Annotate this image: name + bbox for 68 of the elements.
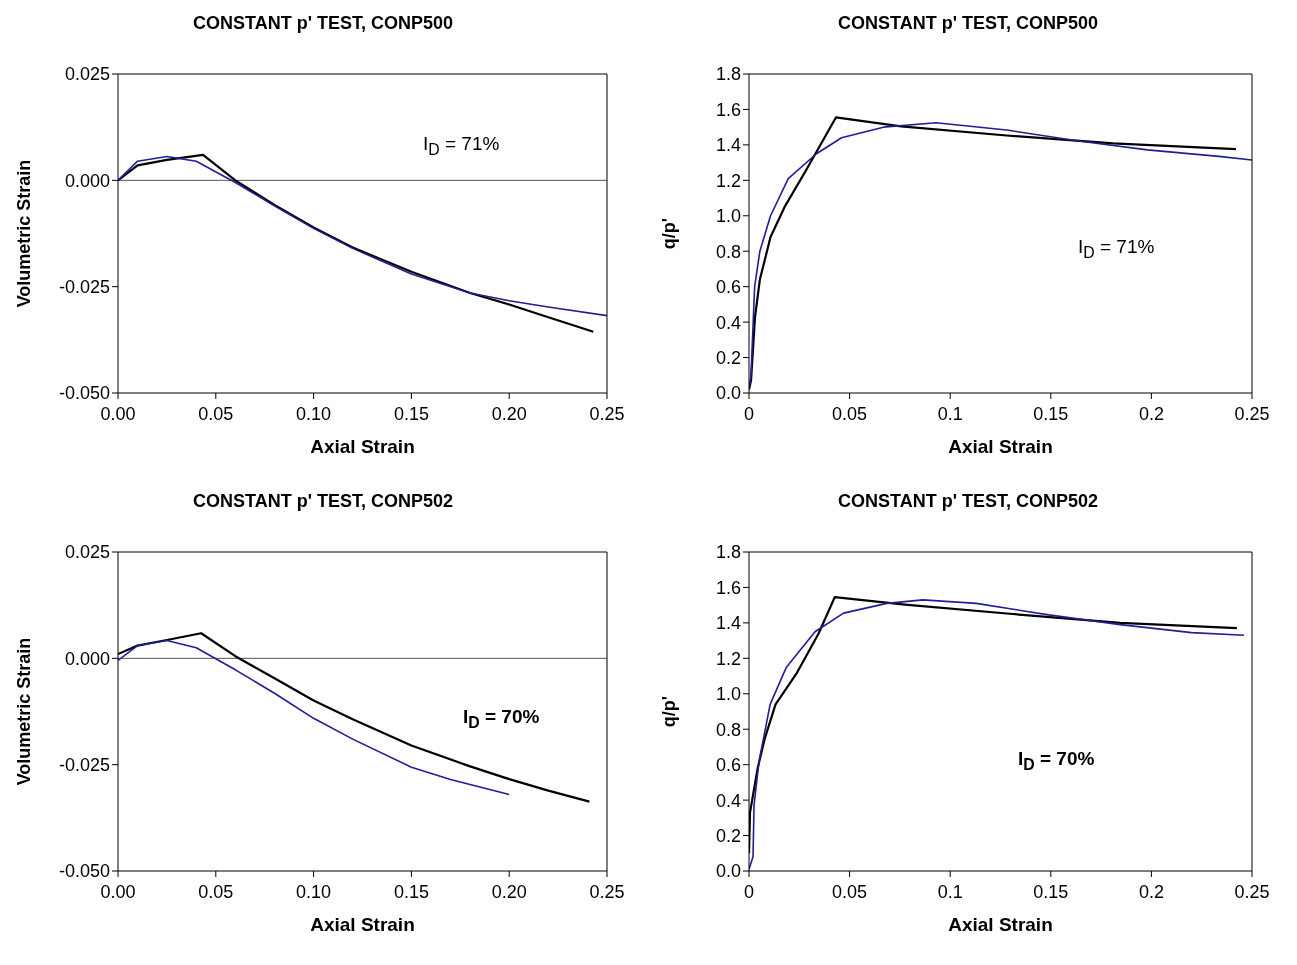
chart-title: CONSTANT p' TEST, CONP500 [837, 13, 1099, 34]
y-tick-label: 1.6 [715, 99, 741, 120]
x-tick-label: 0.10 [296, 403, 332, 424]
x-tick-label: 0 [743, 403, 755, 424]
x-tick-label: 0.05 [198, 881, 234, 902]
y-tick-label: 0.4 [715, 312, 741, 333]
y-tick-label: 1.8 [715, 542, 741, 563]
y-tick-label: 1.8 [715, 64, 741, 85]
y-axis-title: Volumetric Strain [14, 637, 36, 785]
x-tick-label: 0.25 [1234, 881, 1270, 902]
x-tick-label: 0.1 [937, 403, 963, 424]
y-tick-label: -0.025 [58, 755, 110, 776]
y-tick-label: 1.2 [715, 170, 741, 191]
chart-title: CONSTANT p' TEST, CONP502 [192, 491, 454, 512]
y-tick-label: 0.8 [715, 719, 741, 740]
x-axis-title: Axial Strain [310, 914, 415, 935]
x-tick-label: 0.00 [100, 881, 136, 902]
y-tick-label: -0.050 [58, 861, 110, 882]
x-tick-label: 0.15 [1033, 403, 1069, 424]
x-tick-label: 0.05 [832, 403, 868, 424]
y-tick-label: 0.4 [715, 790, 741, 811]
y-tick-label: 1.4 [715, 613, 741, 634]
x-tick-label: 0 [743, 881, 755, 902]
y-tick-label: 1.2 [715, 648, 741, 669]
y-axis-title: q/p' [659, 695, 681, 727]
chart-title: CONSTANT p' TEST, CONP502 [837, 491, 1099, 512]
x-tick-label: 0.15 [1033, 881, 1069, 902]
y-tick-label: 0.0 [715, 383, 741, 404]
y-tick-label: 0.000 [64, 170, 110, 191]
x-tick-label: 0.2 [1138, 881, 1164, 902]
annotation: I$_{D}$ = 70% [1018, 748, 1095, 774]
y-tick-label: 1.4 [715, 135, 741, 156]
x-axis-title: Axial Strain [948, 436, 1053, 457]
x-tick-label: 0.05 [832, 881, 868, 902]
x-tick-label: 0.25 [589, 881, 625, 902]
chart-title: CONSTANT p' TEST, CONP500 [192, 13, 454, 34]
y-tick-label: 0.6 [715, 277, 741, 298]
x-tick-label: 0.25 [1234, 403, 1270, 424]
y-tick-label: 0.2 [715, 825, 741, 846]
y-tick-label: 0.2 [715, 347, 741, 368]
x-tick-label: 0.00 [100, 403, 136, 424]
x-tick-label: 0.20 [491, 403, 527, 424]
x-tick-label: 0.25 [589, 403, 625, 424]
y-tick-label: 0.0 [715, 861, 741, 882]
y-axis-title: Volumetric Strain [14, 159, 36, 307]
y-axis-title: q/p' [659, 217, 681, 249]
x-axis-title: Axial Strain [310, 436, 415, 457]
x-tick-label: 0.1 [937, 881, 963, 902]
x-tick-label: 0.05 [198, 403, 234, 424]
x-tick-label: 0.15 [393, 881, 429, 902]
y-tick-label: 0.025 [64, 542, 110, 563]
x-tick-label: 0.20 [491, 881, 527, 902]
x-axis-title: Axial Strain [948, 914, 1053, 935]
y-tick-label: -0.025 [58, 277, 110, 298]
y-tick-label: 0.6 [715, 755, 741, 776]
y-tick-label: -0.050 [58, 383, 110, 404]
y-tick-label: 0.000 [64, 648, 110, 669]
x-tick-label: 0.15 [393, 403, 429, 424]
y-tick-label: 1.0 [715, 684, 741, 705]
x-tick-label: 0.10 [296, 881, 332, 902]
y-tick-label: 1.0 [715, 206, 741, 227]
y-tick-label: 1.6 [715, 577, 741, 598]
x-tick-label: 0.2 [1138, 403, 1164, 424]
annotation: I$_{D}$ = 71% [1078, 236, 1155, 262]
annotation: I$_{D}$ = 70% [463, 706, 540, 732]
y-tick-label: 0.8 [715, 241, 741, 262]
y-tick-label: 0.025 [64, 64, 110, 85]
annotation: I$_{D}$ = 71% [423, 133, 500, 159]
